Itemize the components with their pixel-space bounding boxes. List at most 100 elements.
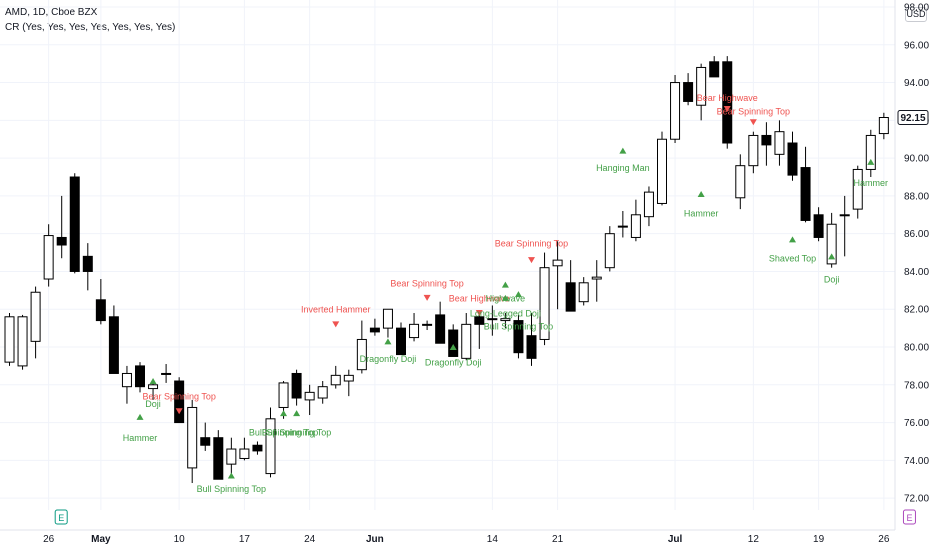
candle-body	[409, 323, 420, 339]
candle-body	[330, 374, 341, 386]
candle	[187, 399, 198, 484]
pattern-marker: Doji	[824, 253, 840, 285]
candle-body	[761, 134, 772, 146]
candle	[787, 131, 798, 181]
date-tick-label: 17	[239, 534, 251, 545]
candle-body	[448, 329, 459, 357]
candle-body	[487, 318, 498, 321]
candle-body	[800, 167, 811, 221]
candle	[265, 407, 276, 478]
date-tick-label: Jun	[366, 534, 384, 545]
candle-body	[683, 82, 694, 102]
time-axis[interactable]: 26 May 10 17 24 Jun 14 21 Jul 12 19 26	[0, 529, 895, 545]
candle	[578, 277, 589, 306]
price-tick-label: 72.00	[904, 494, 929, 505]
candle	[800, 146, 811, 223]
candle	[213, 430, 224, 480]
candle	[82, 243, 93, 291]
candle	[591, 260, 602, 302]
candle	[226, 437, 237, 474]
pattern-label: Bull Spinning Top	[249, 428, 318, 438]
candle	[396, 322, 406, 356]
candle-body	[735, 165, 746, 199]
candles	[4, 56, 889, 484]
date-tick-label: 26	[878, 534, 890, 545]
pattern-label: Long-Legged Doji	[470, 309, 541, 319]
event-box	[902, 509, 916, 525]
price-axis[interactable]: 72.00 74.00 76.00 78.00 80.00 82.00 84.00 86.00…	[894, 0, 929, 530]
candle-body	[461, 323, 472, 359]
candle-body	[82, 255, 93, 272]
grid-lines	[0, 0, 895, 510]
last-price-label: 92.15	[900, 113, 925, 124]
candle	[369, 318, 380, 336]
candle-body	[539, 267, 550, 340]
price-tick-label: 84.00	[904, 267, 929, 278]
candle-body	[839, 214, 850, 217]
candle-body	[591, 276, 602, 280]
last-price-box	[897, 110, 929, 126]
candle-body	[265, 418, 276, 475]
candle-body	[878, 117, 889, 135]
candle	[839, 195, 850, 257]
date-tick-label: 26	[43, 534, 55, 545]
candle	[200, 422, 211, 451]
candle	[291, 369, 302, 406]
candle-body	[604, 233, 615, 269]
pattern-marker: Bull Spinning Top	[484, 291, 553, 332]
candle-body	[696, 66, 707, 106]
down-arrow-icon	[175, 408, 183, 415]
candle	[17, 314, 28, 370]
candle-body	[709, 61, 720, 78]
candle	[56, 195, 67, 259]
candle-body	[121, 372, 132, 388]
price-tick-label: 86.00	[904, 229, 929, 240]
candle	[722, 56, 733, 149]
candle-body	[200, 437, 211, 446]
indicator-legend[interactable]: CR (Yes, Yes, Yes, Yes, Yes, Yes, Yes)	[5, 22, 176, 33]
pattern-label: Doji	[145, 399, 161, 409]
up-arrow-icon	[501, 294, 509, 301]
date-tick-label: 19	[813, 534, 825, 545]
candle	[448, 324, 459, 357]
up-arrow-icon	[697, 191, 705, 198]
down-arrow-icon	[332, 321, 340, 328]
pattern-marker: Long-Legged Doji	[470, 294, 541, 319]
candle-body	[643, 191, 654, 218]
candle	[121, 365, 132, 404]
candle	[826, 212, 837, 268]
candle-body	[474, 316, 485, 325]
candle	[696, 63, 707, 121]
candle	[617, 211, 628, 238]
candle-body	[630, 214, 641, 238]
candle	[461, 313, 472, 361]
pattern-label: Doji	[824, 275, 840, 285]
candle	[565, 260, 576, 312]
candle-body	[317, 386, 328, 399]
chart-header: AMD, 1D, Cboe BZX CR (Yes, Yes, Yes, Yes…	[5, 5, 175, 35]
candle-body	[852, 168, 863, 210]
currency-button[interactable]: USD	[905, 7, 927, 22]
candle-body	[174, 380, 185, 424]
price-tick-label: 82.00	[904, 305, 929, 316]
candle	[108, 305, 119, 374]
candle	[761, 122, 772, 166]
candle-body	[865, 134, 876, 170]
pattern-marker: Bear Spinning Top	[495, 239, 568, 264]
candle	[95, 279, 106, 325]
candle	[630, 199, 641, 242]
down-arrow-icon	[528, 257, 535, 264]
candle-body	[526, 335, 537, 359]
candle-body	[95, 299, 106, 322]
candle	[474, 313, 485, 349]
candle-body	[670, 82, 681, 140]
candle-body	[787, 142, 798, 176]
candle	[748, 131, 759, 174]
pattern-label: Hanging Man	[596, 163, 650, 173]
pattern-marker: Bull Spinning Top	[262, 410, 331, 438]
candle-body	[135, 365, 145, 388]
candle-body	[108, 316, 119, 374]
pattern-marker: Dragonfly Doji	[425, 344, 481, 368]
date-tick-label: 12	[748, 534, 760, 545]
